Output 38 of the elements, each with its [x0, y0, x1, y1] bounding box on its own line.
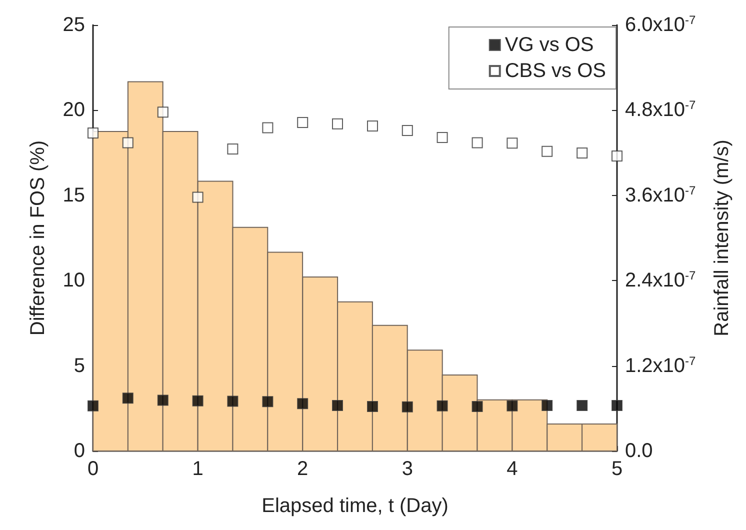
- point: [122, 137, 134, 148]
- y-tick-label: 0: [74, 440, 85, 462]
- point: [576, 400, 588, 412]
- x-tick-label: 5: [611, 458, 623, 480]
- point: [297, 398, 308, 410]
- y-tick-label: 15: [62, 184, 85, 206]
- point: [402, 401, 413, 412]
- point: [332, 400, 343, 412]
- point: [227, 396, 238, 407]
- y-tick-label: 20: [62, 99, 85, 122]
- x-tick-label: 3: [402, 458, 413, 480]
- y-tick-label: 25: [62, 14, 85, 36]
- point: [472, 401, 483, 412]
- point: [122, 392, 134, 404]
- x-axis-title: Elapsed time, t (Day): [262, 495, 448, 517]
- x-tick-label: 0: [87, 458, 99, 480]
- y-tick-label: 10: [62, 270, 85, 292]
- legend-label: CBS vs OS: [504, 60, 606, 82]
- point: [157, 106, 168, 118]
- y2-tick-label: 0.0: [625, 440, 653, 462]
- y-axis-title: Difference in FOS (%): [27, 140, 49, 336]
- y-tick-label: 5: [74, 354, 85, 377]
- point: [612, 400, 622, 412]
- x-tick-label: 1: [192, 458, 204, 480]
- y2-axis-title: Rainfall intensity (m/s): [711, 140, 733, 336]
- point: [262, 396, 274, 408]
- legend-label: VG vs OS: [504, 34, 594, 56]
- x-tick-label: 2: [297, 458, 308, 480]
- point: [506, 400, 518, 412]
- point: [157, 394, 168, 406]
- point: [88, 400, 98, 412]
- point: [542, 400, 553, 412]
- x-tick-label: 4: [506, 458, 518, 480]
- point: [192, 395, 204, 406]
- point: [367, 401, 378, 412]
- point: [88, 128, 98, 139]
- point: [436, 400, 448, 412]
- point: [192, 192, 204, 203]
